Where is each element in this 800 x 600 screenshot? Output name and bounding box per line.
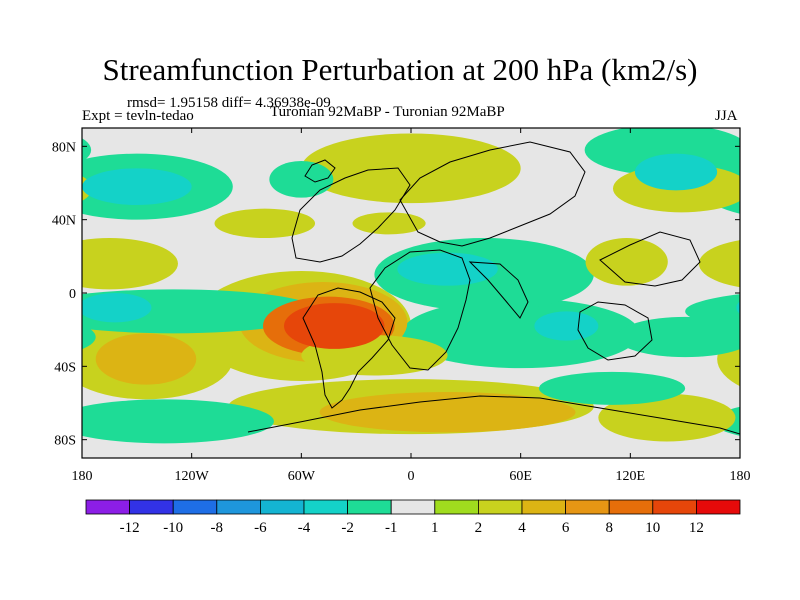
left-label: Expt = tevln-tedao [82,108,194,124]
colorbar-swatch [390,499,436,515]
coastline-india [468,261,529,319]
contour-blob-25 [634,153,718,191]
contour-blob-23 [585,238,668,286]
contour-blob-21 [283,303,385,349]
contour-blob-30 [534,311,599,341]
coastline-africa [369,249,471,371]
contour-blob-24 [397,252,498,286]
coastline-east-asia [599,231,701,287]
contour-blob-wrap-29 [736,301,740,315]
center-label: Turonian 92MaBP - Turonian 92MaBP [270,104,505,120]
colorbar-swatch [565,499,610,515]
contour-blob-wrap-16 [82,176,93,201]
contour-blob-28 [100,247,174,277]
x-tick-label: 120E [616,469,646,484]
contour-blob-29 [82,293,152,323]
contour-blob-18 [616,316,740,358]
colorbar-label: 4 [518,520,526,536]
colorbar-label: 12 [689,520,704,536]
coastline-south-america [302,287,396,409]
colorbar-swatch [216,499,261,515]
x-tick-label: 60E [509,469,532,484]
y-tick-label: 0 [69,287,76,302]
coastline-australia [577,301,653,361]
contour-blob-20 [538,371,686,405]
contour-blob-14 [347,137,494,185]
colorbar-swatch [477,499,523,515]
colorbar-label: 1 [431,520,439,536]
colorbar-label: -12 [120,520,140,536]
colorbar-label: -10 [163,520,183,536]
right-label: JJA [715,108,738,124]
colorbar-swatch [696,499,741,515]
x-tick-label: 180 [72,469,93,484]
colorbar-label: -2 [341,520,354,536]
x-tick-label: 0 [408,469,415,484]
colorbar-label: -8 [211,520,224,536]
colorbar-swatch [85,499,130,515]
contour-blob-9 [319,392,576,433]
x-tick-label: 180 [730,469,751,484]
contour-blob-wrap-11 [82,138,92,162]
contour-blob-wrap-18 [82,324,96,350]
contour-blob-26 [214,208,316,238]
colorbar-swatch [521,499,566,515]
colorbar: -12 -10 -8 -6 -4 -2 -1 1 2 4 6 8 10 12 [85,499,741,536]
colorbar-label: 10 [645,520,660,536]
colorbar-label: 2 [475,520,483,536]
x-tick-label: 60W [288,469,316,484]
coastline-antarctica [247,395,740,435]
colorbar-label: -4 [298,520,311,536]
y-tick-label: 40S [54,360,76,375]
colorbar-label: -1 [385,520,398,536]
y-tick-label: 40N [52,214,76,229]
contour-blob-27 [269,161,334,198]
contour-blob-19 [95,333,197,385]
colorbar-label: -6 [254,520,267,536]
colorbar-label: 6 [562,520,570,536]
coastline-greenland [304,159,336,183]
colorbar-swatch [172,499,218,515]
contour-blob-22 [82,168,192,206]
contour-blob-10 [82,399,274,444]
colorbar-swatch [608,499,654,515]
contour-fields [82,128,800,444]
colorbar-swatch [129,499,174,515]
colorbar-swatch [303,499,348,515]
y-tick-label: 80S [54,434,76,449]
coastline-north-america [291,167,411,263]
y-tick-label: 80N [52,140,76,155]
axes: 180 120W 60W 0 60E 120E 180 80N 40N 0 40S 80S [52,128,751,484]
x-tick-label: 120W [175,469,210,484]
colorbar-label: 8 [605,520,613,536]
contour-blob-wrap-13 [698,240,740,288]
stats-line: rmsd= 1.95158 diff= 4.36938e-09 [127,95,331,111]
colorbar-swatch [259,499,305,515]
coastlines [247,141,740,435]
contour-blob-wrap-22 [740,168,800,205]
colorbar-swatch [434,499,479,515]
contour-blob-31 [352,212,426,235]
contour-blob-15 [598,393,736,442]
colorbar-swatch [347,499,392,515]
chart-title: Streamfunction Perturbation at 200 hPa (… [102,52,698,87]
coastline-eurasia [399,141,586,247]
colorbar-swatch [652,499,697,515]
